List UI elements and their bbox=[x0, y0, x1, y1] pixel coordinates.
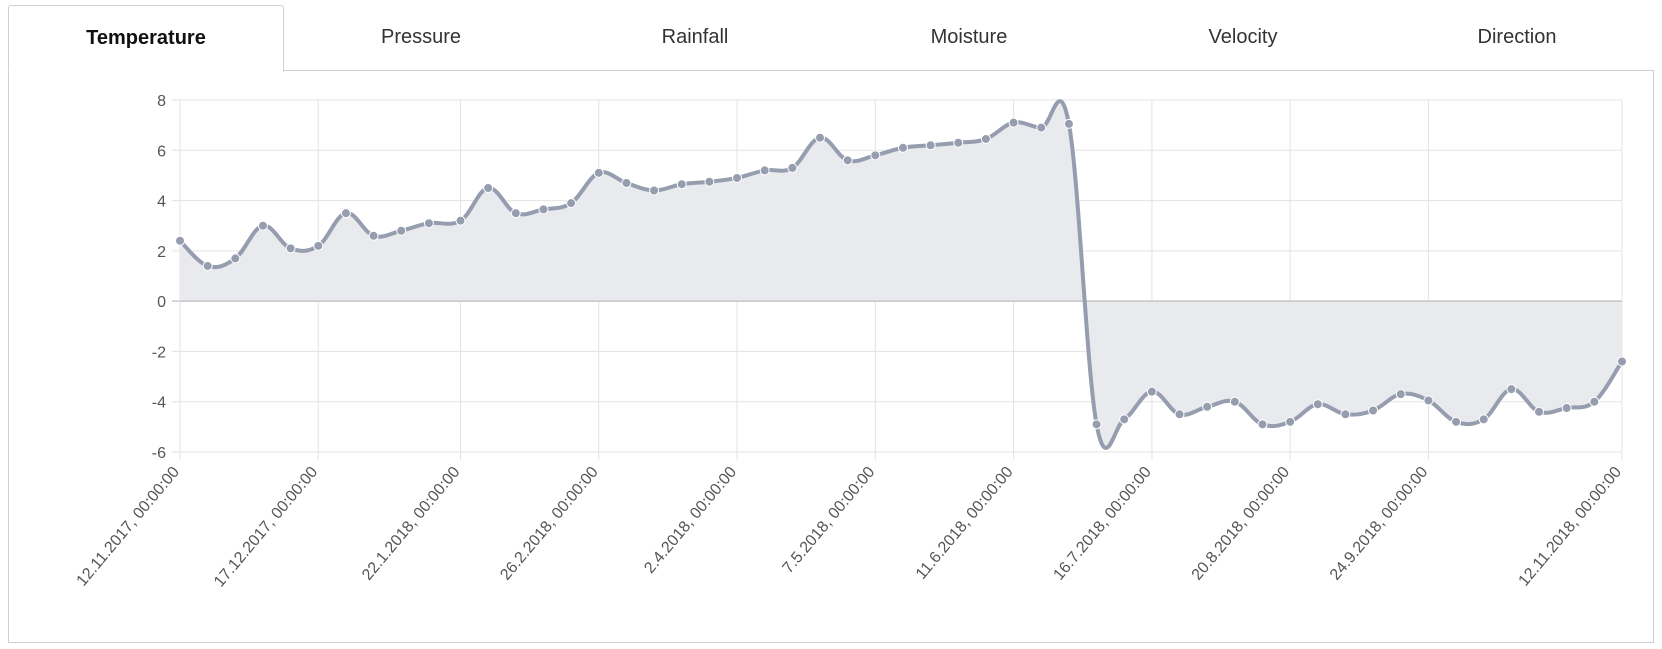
data-point[interactable] bbox=[1091, 419, 1102, 430]
data-point[interactable] bbox=[566, 198, 577, 209]
y-tick-label: 4 bbox=[157, 194, 166, 211]
data-point[interactable] bbox=[1589, 396, 1600, 407]
data-point[interactable] bbox=[455, 215, 466, 226]
data-point[interactable] bbox=[1008, 117, 1019, 128]
y-tick-label: 6 bbox=[157, 143, 166, 160]
data-point[interactable] bbox=[787, 162, 798, 173]
data-point[interactable] bbox=[925, 140, 936, 151]
x-tick-label: 11.6.2018, 00:00:00 bbox=[913, 464, 1017, 583]
data-point[interactable] bbox=[1257, 419, 1268, 430]
data-point[interactable] bbox=[1340, 409, 1351, 420]
data-point[interactable] bbox=[897, 142, 908, 153]
x-tick-label: 24.9.2018, 00:00:00 bbox=[1327, 464, 1432, 584]
data-point[interactable] bbox=[368, 230, 379, 241]
data-point[interactable] bbox=[1312, 399, 1323, 410]
data-point[interactable] bbox=[1395, 389, 1406, 400]
data-point[interactable] bbox=[230, 253, 241, 264]
data-point[interactable] bbox=[285, 243, 296, 254]
data-point[interactable] bbox=[1423, 395, 1434, 406]
tab-bar: Temperature Pressure Rainfall Moisture V… bbox=[8, 5, 1654, 72]
data-point[interactable] bbox=[1036, 122, 1047, 133]
data-point[interactable] bbox=[1534, 406, 1545, 417]
y-tick-label: -4 bbox=[152, 395, 166, 412]
y-tick-label: 2 bbox=[157, 244, 166, 261]
data-point[interactable] bbox=[649, 185, 660, 196]
data-point[interactable] bbox=[1285, 416, 1296, 427]
area-layer bbox=[180, 101, 1622, 448]
data-point[interactable] bbox=[1617, 356, 1627, 367]
y-tick-label: -6 bbox=[152, 445, 166, 462]
data-point[interactable] bbox=[1063, 118, 1074, 129]
x-tick-label: 12.11.2018, 00:00:00 bbox=[1516, 464, 1626, 590]
data-point[interactable] bbox=[621, 177, 632, 188]
tab-pressure[interactable]: Pressure bbox=[380, 26, 462, 48]
data-point[interactable] bbox=[759, 165, 770, 176]
data-point[interactable] bbox=[313, 240, 324, 251]
data-point[interactable] bbox=[1451, 416, 1462, 427]
y-axis-ticks: 8 6 4 2 0 -2 -4 -6 bbox=[152, 93, 166, 462]
data-point[interactable] bbox=[510, 208, 521, 219]
data-point[interactable] bbox=[175, 235, 185, 246]
data-point[interactable] bbox=[1146, 386, 1157, 397]
y-tick-label: 0 bbox=[157, 294, 166, 311]
data-point[interactable] bbox=[257, 220, 268, 231]
data-point[interactable] bbox=[732, 172, 743, 183]
x-tick-label: 12.11.2017, 00:00:00 bbox=[74, 464, 184, 590]
x-tick-label: 22.1.2018, 00:00:00 bbox=[359, 464, 464, 584]
data-point[interactable] bbox=[1229, 396, 1240, 407]
data-point[interactable] bbox=[538, 204, 549, 215]
data-point[interactable] bbox=[842, 155, 853, 166]
x-tick-label: 26.2.2018, 00:00:00 bbox=[497, 464, 602, 584]
x-tick-label: 7.5.2018, 00:00:00 bbox=[780, 464, 879, 577]
x-tick-label: 20.8.2018, 00:00:00 bbox=[1189, 464, 1294, 584]
y-tick-label: -2 bbox=[152, 344, 166, 361]
data-point[interactable] bbox=[1506, 384, 1517, 395]
tab-moisture[interactable]: Moisture bbox=[930, 26, 1008, 48]
data-point[interactable] bbox=[396, 225, 407, 236]
data-point[interactable] bbox=[423, 218, 434, 229]
data-point[interactable] bbox=[1202, 401, 1213, 412]
data-point[interactable] bbox=[980, 133, 991, 144]
x-tick-label: 16.7.2018, 00:00:00 bbox=[1050, 464, 1155, 584]
tab-temperature[interactable]: Temperature bbox=[8, 5, 284, 72]
data-point[interactable] bbox=[676, 179, 687, 190]
tab-direction[interactable]: Direction bbox=[1477, 26, 1557, 48]
tab-rainfall[interactable]: Rainfall bbox=[661, 26, 729, 48]
data-point[interactable] bbox=[1561, 403, 1572, 413]
data-point[interactable] bbox=[815, 132, 826, 143]
data-point[interactable] bbox=[1174, 409, 1185, 420]
data-point[interactable] bbox=[870, 150, 881, 161]
tab-velocity[interactable]: Velocity bbox=[1208, 26, 1278, 48]
data-point[interactable] bbox=[593, 167, 604, 178]
series-area-fill bbox=[180, 101, 1622, 448]
data-point[interactable] bbox=[202, 260, 213, 271]
data-point[interactable] bbox=[704, 176, 715, 187]
data-point[interactable] bbox=[1478, 414, 1489, 425]
data-point[interactable] bbox=[953, 137, 964, 148]
data-point[interactable] bbox=[1368, 405, 1379, 416]
data-point[interactable] bbox=[483, 183, 494, 193]
x-tick-label: 17.12.2017, 00:00:00 bbox=[211, 464, 321, 591]
x-axis-ticks: 12.11.2017, 00:00:00 17.12.2017, 00:00:00… bbox=[74, 464, 1626, 591]
chart-panel bbox=[8, 70, 1654, 643]
y-tick-label: 8 bbox=[157, 93, 166, 110]
data-point[interactable] bbox=[1119, 414, 1130, 425]
data-point[interactable] bbox=[340, 208, 351, 219]
point-layer bbox=[175, 117, 1627, 430]
x-tick-label: 2.4.2018, 00:00:00 bbox=[641, 464, 740, 577]
